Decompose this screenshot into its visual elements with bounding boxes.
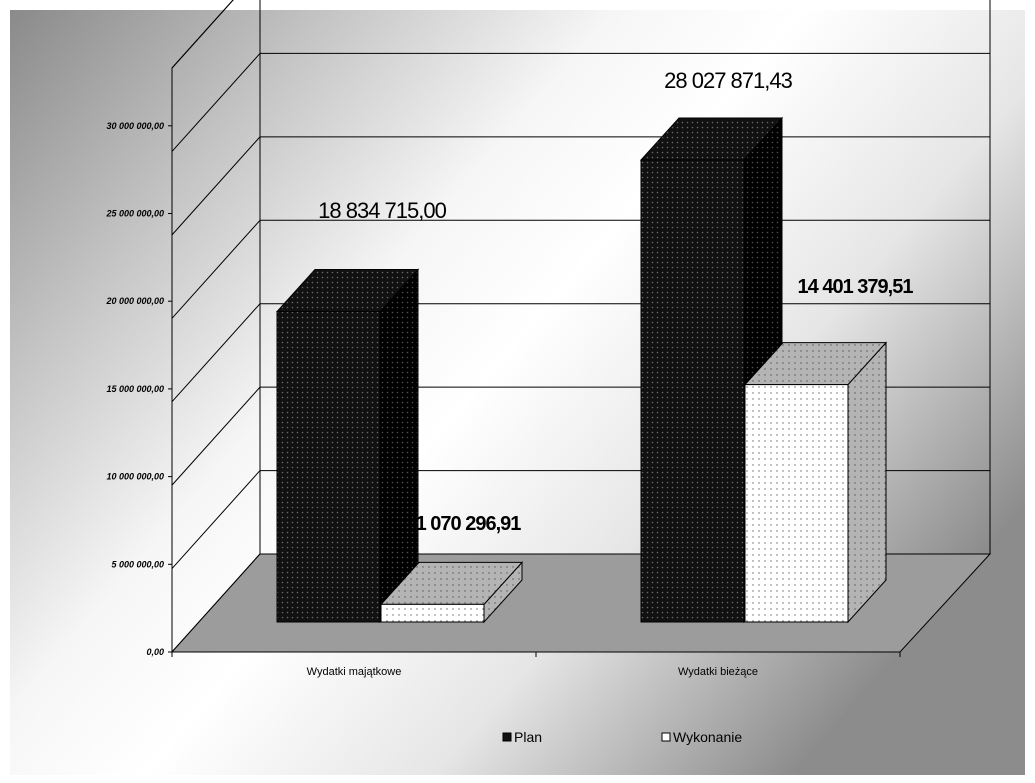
bar-wykonanie-1 <box>379 561 524 624</box>
chart-axes <box>171 68 901 657</box>
data-label: 18 834 715,00 <box>318 198 446 223</box>
legend: Plan Wykonanie <box>502 729 742 745</box>
legend-swatch-plan <box>502 732 512 742</box>
bar-plan-1 <box>275 268 420 624</box>
legend-label-plan: Plan <box>514 729 542 745</box>
y-tick-label: 20 000 000,00 <box>105 296 164 306</box>
bar-front <box>640 159 745 623</box>
data-labels: 18 834 715,00 28 027 871,43 1 070 296,91 14… <box>318 68 914 535</box>
x-category-label: Wydatki bieżące <box>678 666 758 678</box>
data-label: 14 401 379,51 <box>798 276 914 298</box>
bar-front <box>744 384 849 623</box>
gridline-side <box>171 0 234 69</box>
gridline-side <box>171 136 261 236</box>
gridline-side <box>171 386 261 486</box>
y-tick-label: 15 000 000,00 <box>106 384 164 394</box>
x-category-label: Wydatki majątkowe <box>307 666 402 678</box>
y-tick-label: 25 000 000,00 <box>105 209 164 219</box>
gridline-side <box>171 470 261 569</box>
y-tick-label: 30 000 000,00 <box>106 121 164 131</box>
y-tick-label: 5 000 000,00 <box>111 559 164 569</box>
gridline-side <box>171 219 261 319</box>
bar-side <box>847 341 887 624</box>
data-label: 28 027 871,43 <box>664 68 792 93</box>
bar-front <box>276 311 381 623</box>
legend-swatch-wykonanie <box>661 732 671 742</box>
x-axis-categories: Wydatki majątkowe Wydatki bieżące <box>307 666 758 678</box>
bar-front <box>380 603 485 623</box>
y-tick-label: 10 000 000,00 <box>106 472 164 482</box>
bars <box>275 116 888 624</box>
data-label: 1 070 296,91 <box>416 513 522 535</box>
gridline-side <box>171 303 261 403</box>
gridline-side <box>171 53 261 152</box>
bar-wykonanie-2 <box>743 341 888 624</box>
y-tick-label: 0,00 <box>146 647 164 657</box>
y-axis-ticks: 0,00 5 000 000,00 10 000 000,00 15 000 000,… <box>105 121 172 657</box>
legend-label-wykonanie: Wykonanie <box>673 729 742 745</box>
